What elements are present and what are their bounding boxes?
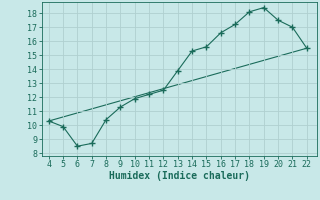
X-axis label: Humidex (Indice chaleur): Humidex (Indice chaleur) [109,171,250,181]
